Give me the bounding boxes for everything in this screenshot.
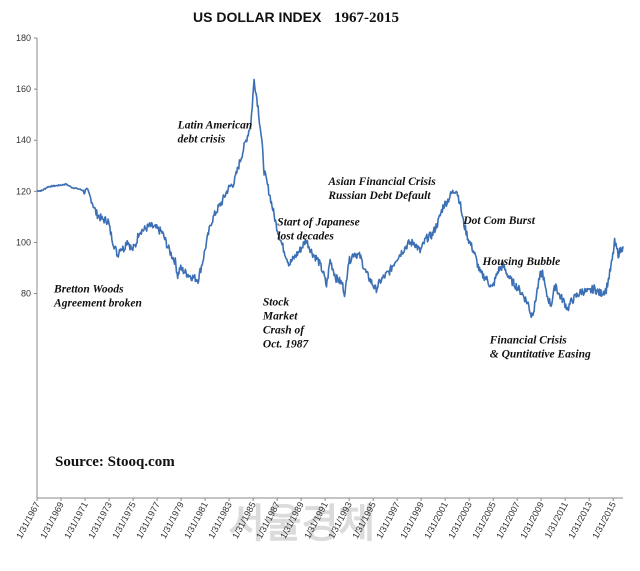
x-tick-label: 1/31/1997 — [374, 500, 402, 540]
annotation-line: Latin American — [177, 120, 253, 132]
annotation-label: Asian Financial Crisis Russian Debt Defau… — [327, 176, 436, 202]
x-tick-label: 1/31/2011 — [543, 500, 570, 539]
dollar-index-line — [36, 78, 624, 319]
x-tick-label: 1/31/1975 — [110, 500, 138, 540]
annotation-line: lost decades — [277, 230, 334, 242]
annotation-line: Market — [262, 310, 298, 322]
x-tick-label: 1/31/1969 — [38, 500, 66, 540]
x-tick-label: 1/31/1967 — [14, 500, 42, 540]
annotation-label: Stock Market Crash of Oct. 1987 — [262, 296, 310, 350]
chart-title-text: US DOLLAR INDEX — [193, 9, 322, 25]
x-tick-label: 1/31/1971 — [62, 500, 90, 540]
x-tick-label: 1/31/2007 — [494, 500, 522, 540]
x-tick-label: 1/31/2009 — [518, 500, 546, 540]
annotation-label: Latin American debt crisis — [177, 120, 253, 146]
y-tick-label: 80 — [21, 289, 31, 299]
x-tick-label: 1/31/2003 — [446, 500, 474, 540]
annotation-label: Housing Bubble — [482, 256, 561, 268]
y-tick-label: 120 — [16, 186, 31, 196]
annotation-label: Dot Com Burst — [462, 215, 535, 227]
x-tick-label: 1/31/2005 — [470, 500, 498, 540]
watermark-text: 서울경제 — [228, 501, 375, 547]
annotations: Latin American debt crisis Asian Financial… — [53, 120, 591, 361]
y-tick-label: 160 — [16, 84, 31, 94]
y-tick-label: 140 — [16, 135, 31, 145]
annotation-line: Crash of — [263, 324, 305, 336]
annotation-label: Bretton Woods Agreement broken — [53, 283, 142, 309]
axes — [36, 38, 623, 499]
y-tick-label: 180 — [16, 33, 31, 43]
x-tick-label: 1/31/2013 — [566, 500, 594, 540]
annotation-line: Housing Bubble — [482, 256, 561, 268]
x-tick-label: 1/31/1999 — [398, 500, 426, 540]
x-tick-label: 1/31/1979 — [158, 500, 186, 540]
annotation-label: Start of Japanese lost decades — [277, 216, 359, 242]
x-tick-label: 1/31/1973 — [86, 500, 114, 540]
source-label: Source: Stooq.com — [55, 454, 175, 470]
annotation-label: Financial Crisis & Quntitative Easing — [489, 334, 591, 360]
annotation-line: Dot Com Burst — [462, 215, 535, 227]
annotation-line: Russian Debt Default — [327, 190, 431, 202]
annotation-line: Agreement broken — [53, 297, 142, 309]
chart-title: US DOLLAR INDEX 1967-2015 — [193, 9, 399, 26]
series-layer — [36, 78, 624, 319]
x-tick-label: 1/31/1977 — [134, 500, 162, 540]
x-tick-label: 1/31/2001 — [422, 500, 450, 540]
annotation-line: Asian Financial Crisis — [327, 176, 436, 188]
annotation-line: debt crisis — [178, 134, 226, 146]
x-tick-label: 1/31/2015 — [590, 500, 618, 540]
annotation-line: Oct. 1987 — [263, 338, 310, 350]
annotation-line: Start of Japanese — [277, 216, 359, 228]
x-tick-label: 1/31/1981 — [182, 500, 210, 540]
y-axis-ticks: 80 100 120 140 160 180 — [16, 33, 37, 299]
annotation-line: Stock — [263, 296, 289, 308]
y-tick-label: 100 — [16, 237, 31, 247]
annotation-line: Financial Crisis — [489, 334, 568, 346]
annotation-line: & Quntitative Easing — [490, 348, 591, 360]
annotation-line: Bretton Woods — [53, 283, 124, 295]
chart-title-years: 1967-2015 — [334, 10, 399, 26]
